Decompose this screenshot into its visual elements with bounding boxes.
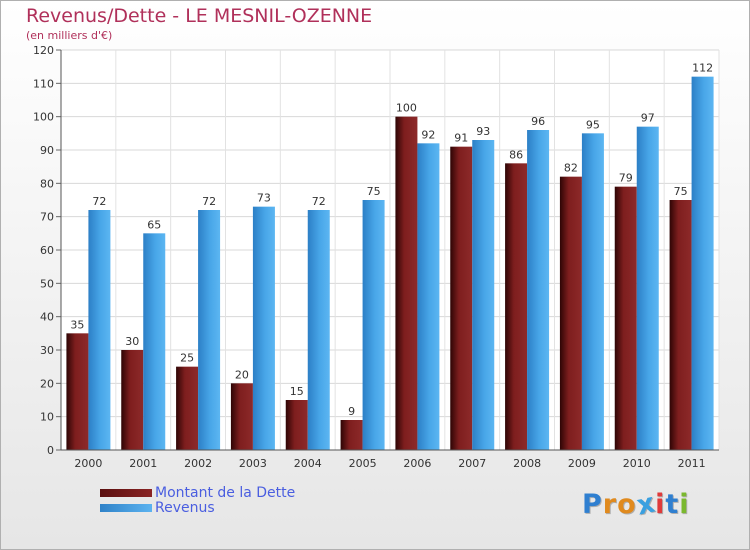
- data-label-dette: 82: [564, 162, 578, 175]
- bar-dette: [176, 366, 199, 450]
- data-label-revenus: 96: [531, 115, 545, 128]
- x-tick-label: 2004: [294, 457, 322, 470]
- bar-revenus: [581, 133, 604, 451]
- legend-label-dette: Montant de la Dette: [155, 485, 296, 501]
- y-tick-label: 50: [40, 277, 54, 290]
- y-tick-label: 100: [33, 111, 54, 124]
- data-label-revenus: 73: [257, 192, 271, 205]
- x-tick-label: 2000: [74, 457, 102, 470]
- bar-dette: [450, 146, 473, 450]
- bar-revenus: [691, 76, 714, 451]
- x-tick-label: 2008: [513, 457, 541, 470]
- data-label-dette: 79: [619, 172, 633, 185]
- data-label-revenus: 72: [202, 195, 216, 208]
- x-tick-label: 2007: [458, 457, 486, 470]
- bar-revenus: [362, 200, 385, 450]
- bar-revenus: [252, 206, 275, 450]
- data-label-revenus: 112: [692, 62, 713, 75]
- y-tick-label: 70: [40, 211, 54, 224]
- bar-revenus: [307, 210, 330, 450]
- y-tick-label: 110: [33, 77, 54, 90]
- bar-dette: [614, 186, 637, 450]
- data-label-dette: 9: [348, 405, 355, 418]
- x-tick-label: 2003: [239, 457, 267, 470]
- x-tick-label: 2001: [129, 457, 157, 470]
- bar-revenus: [198, 210, 221, 450]
- bar-dette: [285, 400, 308, 450]
- bar-dette: [340, 420, 363, 450]
- y-tick-label: 60: [40, 244, 54, 257]
- bar-revenus: [417, 143, 440, 451]
- y-tick-label: 30: [40, 344, 54, 357]
- bar-revenus: [636, 126, 659, 451]
- data-label-revenus: 72: [92, 195, 106, 208]
- proxiti-logo: Proxiti: [582, 487, 690, 522]
- bar-dette: [669, 200, 692, 450]
- data-label-revenus: 65: [147, 218, 161, 231]
- data-label-revenus: 95: [586, 118, 600, 131]
- data-label-dette: 35: [70, 318, 84, 331]
- x-tick-label: 2009: [568, 457, 596, 470]
- y-tick-label: 80: [40, 177, 54, 190]
- legend-label-revenus: Revenus: [155, 500, 215, 516]
- y-tick-label: 0: [47, 444, 54, 457]
- bar-dette: [121, 350, 144, 450]
- x-tick-label: 2010: [623, 457, 651, 470]
- y-tick-label: 10: [40, 411, 54, 424]
- data-label-revenus: 75: [367, 185, 381, 198]
- chart-subtitle: (en milliers d'€): [26, 29, 113, 42]
- bar-dette: [66, 333, 89, 450]
- data-label-dette: 91: [454, 132, 468, 145]
- bar-dette: [230, 383, 253, 450]
- data-label-dette: 75: [674, 185, 688, 198]
- x-tick-label: 2011: [678, 457, 706, 470]
- bar-revenus: [527, 130, 550, 450]
- y-tick-label: 40: [40, 311, 54, 324]
- data-label-revenus: 92: [421, 128, 435, 141]
- x-tick-label: 2002: [184, 457, 212, 470]
- data-label-revenus: 93: [476, 125, 490, 138]
- bar-dette: [559, 176, 582, 450]
- data-label-dette: 15: [290, 385, 304, 398]
- data-label-dette: 20: [235, 368, 249, 381]
- data-label-revenus: 72: [312, 195, 326, 208]
- y-tick-label: 120: [33, 44, 54, 57]
- x-tick-label: 2006: [403, 457, 431, 470]
- legend-swatch-revenus: [100, 504, 152, 512]
- bar-revenus: [88, 210, 111, 450]
- legend-swatch-dette: [100, 489, 152, 497]
- bar-revenus: [143, 233, 166, 450]
- chart-title: Revenus/Dette - LE MESNIL-OZENNE: [26, 5, 373, 27]
- bar-dette: [505, 163, 528, 451]
- y-tick-label: 20: [40, 377, 54, 390]
- x-tick-label: 2005: [349, 457, 377, 470]
- data-label-dette: 86: [509, 148, 523, 161]
- data-label-revenus: 97: [641, 112, 655, 125]
- bar-revenus: [472, 140, 495, 450]
- data-label-dette: 25: [180, 352, 194, 365]
- y-tick-label: 90: [40, 144, 54, 157]
- data-label-dette: 30: [125, 335, 139, 348]
- bar-dette: [395, 116, 418, 451]
- data-label-dette: 100: [396, 102, 417, 115]
